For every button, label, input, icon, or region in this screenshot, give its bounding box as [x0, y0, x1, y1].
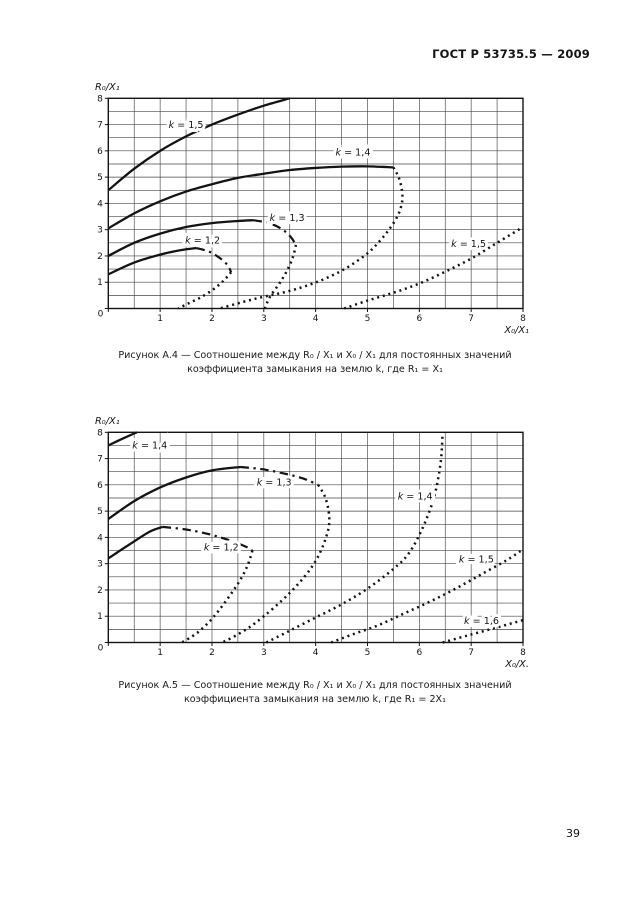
curve-label: k = 1,5 [459, 555, 494, 566]
curve-k-1-2-dotted [181, 550, 254, 644]
curve-k-1-4-solid [107, 431, 138, 447]
curve-label: k = 1,6 [464, 616, 499, 627]
curve-k-1-3-dashdot [253, 219, 297, 246]
curve-k-1-3-dashdot [240, 465, 319, 486]
curve-k-1-2-solid [107, 246, 197, 276]
figure-a4-caption: Рисунок А.4 — Соотношение между R₀ / X₁ … [30, 349, 600, 377]
grid [107, 431, 524, 643]
figure-a4-caption-line2: коэффициента замыкания на землю k, где R… [187, 364, 443, 375]
y-tick-label: 4 [97, 199, 103, 209]
y-tick-label: 5 [97, 173, 103, 183]
y-tick-label: 5 [97, 507, 103, 517]
y-tick-label: 1 [97, 278, 103, 288]
curve-k-1-2-dashdot [196, 247, 233, 273]
x-tick-label: 6 [416, 314, 422, 324]
y-tick-label: 6 [97, 147, 103, 157]
curve-k-1-4-dotted [219, 166, 404, 310]
curve-label: k = 1,5 [169, 120, 204, 131]
axis-tick-labels: 1 2 3 4 5 6 7 8 0 1 2 3 4 5 6 7 8 [97, 94, 526, 324]
curves [107, 431, 524, 644]
curve-label: k = 1,3 [270, 213, 305, 224]
curve-k-1-3-solid [107, 219, 254, 257]
curve-k-1-4-solid [107, 165, 394, 230]
y-axis-title: R₀/X₁ [95, 82, 120, 93]
y-tick-label: 3 [97, 560, 103, 570]
curve-k-1-4-dotted [265, 432, 444, 644]
curve-label: k = 1,3 [257, 478, 292, 489]
y-tick-label: 6 [97, 481, 103, 491]
figure-a5-caption-line2: коэффициента замыкания на землю k, где R… [184, 694, 446, 705]
chart-canvas-a5: k = 1,4 k = 1,3 k = 1,2 k = 1,4 k = 1,5 k = 1… [95, 416, 529, 670]
y-tick-label: 2 [97, 586, 103, 596]
y-tick-label: 2 [97, 252, 103, 262]
figure-a4-caption-line1: Рисунок А.4 — Соотношение между R₀ / X₁ … [118, 350, 512, 361]
x-tick-label: 3 [261, 314, 267, 324]
curve-labels: k = 1,4 k = 1,3 k = 1,2 k = 1,4 k = 1,5 k = 1… [129, 437, 502, 630]
x-tick-label: 5 [365, 314, 371, 324]
plot-frame [107, 431, 524, 644]
plot-frame [107, 97, 524, 310]
y-tick-label: 8 [97, 94, 103, 104]
x-tick-label: 5 [365, 648, 371, 658]
figure-a5-caption-line1: Рисунок А.5 — Соотношение между R₀ / X₁ … [118, 680, 512, 691]
origin-tick-label: 0 [98, 644, 104, 654]
curves [107, 97, 524, 310]
curve-label: k = 1,2 [185, 236, 220, 247]
curve-k-1-2-dashdot [162, 525, 253, 552]
x-tick-label: 1 [157, 314, 163, 324]
x-tick-label: 3 [261, 648, 267, 658]
y-axis-title: R₀/X₁ [95, 416, 120, 427]
y-tick-label: 7 [97, 455, 103, 465]
x-tick-label: 6 [416, 648, 422, 658]
x-axis-title: X₀/X. [504, 659, 529, 670]
curve-k-1-3-dotted [263, 244, 298, 309]
x-tick-label: 4 [313, 648, 319, 658]
curve-k-1-2-solid [107, 525, 164, 560]
page-number: 39 [566, 827, 580, 840]
x-tick-label: 4 [313, 314, 319, 324]
origin-tick-label: 0 [98, 310, 104, 320]
y-tick-label: 1 [97, 612, 103, 622]
curve-labels: k = 1,5 k = 1,4 k = 1,3 k = 1,2 k = 1,5 [166, 117, 489, 253]
chart-canvas-a4: k = 1,5 k = 1,4 k = 1,3 k = 1,2 k = 1,5 1 2 3 4 5… [95, 82, 529, 336]
axis-tick-labels: 1 2 3 4 5 6 7 8 0 1 2 3 4 5 6 7 8 [97, 428, 526, 658]
y-tick-label: 4 [97, 533, 103, 543]
x-tick-label: 8 [520, 648, 526, 658]
curve-label: k = 1,4 [398, 492, 433, 503]
curve-k-1-5-solid [107, 97, 291, 192]
curve-k-1-5-dotted [330, 548, 524, 644]
figure-a5-chart: k = 1,4 k = 1,3 k = 1,2 k = 1,4 k = 1,5 k = 1… [80, 412, 550, 670]
x-tick-label: 7 [468, 314, 474, 324]
curve-label: k = 1,5 [451, 239, 486, 250]
x-tick-label: 1 [157, 648, 163, 658]
y-tick-label: 7 [97, 121, 103, 131]
axis-ticks [104, 97, 524, 312]
x-tick-label: 2 [209, 314, 215, 324]
figure-a5-caption: Рисунок А.5 — Соотношение между R₀ / X₁ … [30, 679, 600, 707]
x-axis-title: X₀/X₁ [503, 325, 529, 336]
document-header-title: ГОСТ Р 53735.5 — 2009 [432, 47, 590, 61]
x-tick-label: 7 [468, 648, 474, 658]
curve-label: k = 1,4 [335, 148, 370, 159]
curve-label: k = 1,4 [132, 440, 167, 451]
axis-ticks [104, 431, 524, 646]
curve-k-1-5-dotted [343, 225, 524, 310]
figure-a4-chart: k = 1,5 k = 1,4 k = 1,3 k = 1,2 k = 1,5 1 2 3 4 5… [80, 78, 550, 336]
x-tick-label: 2 [209, 648, 215, 658]
y-tick-label: 3 [97, 226, 103, 236]
curve-k-1-3-solid [107, 465, 241, 520]
x-tick-label: 8 [520, 314, 526, 324]
y-tick-label: 8 [97, 428, 103, 438]
curve-label: k = 1,2 [204, 542, 239, 553]
